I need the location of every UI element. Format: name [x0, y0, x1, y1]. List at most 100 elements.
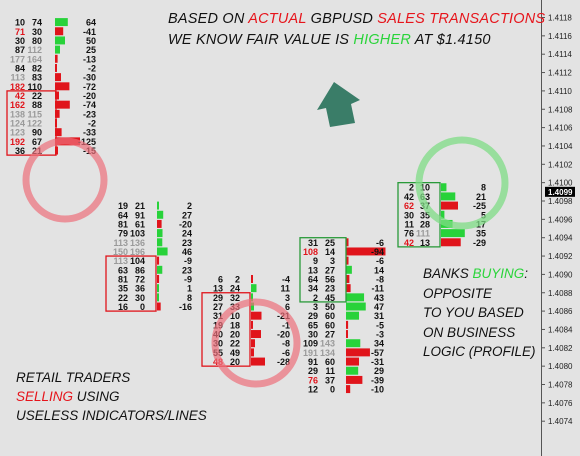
bid-volume: 76	[308, 375, 318, 385]
delta-bar	[346, 348, 370, 357]
bid-volume: 150	[113, 247, 128, 257]
price-tick-label: 1.4112	[548, 69, 572, 78]
delta-value: 47	[374, 302, 384, 312]
delta-bar	[157, 201, 159, 210]
bid-volume: 2	[409, 183, 414, 193]
bid-volume: 177	[10, 54, 25, 64]
delta-value: 46	[182, 247, 192, 257]
ask-volume: 0	[140, 302, 145, 312]
delta-value: -20	[179, 219, 192, 229]
ask-volume: 2	[235, 274, 240, 284]
ask-volume: 24	[230, 284, 240, 294]
delta-value: 35	[476, 229, 486, 239]
delta-value: 8	[187, 293, 192, 303]
price-tick-label: 1.4094	[548, 234, 573, 243]
delta-value: -29	[473, 238, 486, 248]
ask-volume: 143	[320, 339, 335, 349]
delta-value: -6	[282, 348, 290, 358]
delta-bar	[157, 275, 160, 283]
delta-value: 27	[182, 210, 192, 220]
value-area-box	[299, 237, 347, 303]
headline-actual: ACTUAL	[248, 11, 307, 27]
delta-value: -2	[88, 119, 96, 129]
delta-bar	[55, 73, 61, 82]
delta-bar	[55, 27, 64, 36]
delta-bar	[55, 36, 65, 45]
delta-value: 14	[374, 265, 384, 275]
ask-volume: 90	[32, 128, 42, 138]
ask-volume: 18	[230, 320, 240, 330]
delta-value: 23	[182, 265, 192, 275]
ask-volume: 25	[325, 238, 335, 248]
bid-volume: 79	[118, 229, 128, 239]
delta-bar	[346, 302, 366, 311]
delta-value: -8	[376, 274, 384, 284]
delta-value: -6	[376, 238, 384, 248]
bid-volume: 113	[113, 238, 128, 248]
ask-volume: 67	[32, 137, 42, 147]
bid-volume: 138	[10, 109, 25, 119]
price-tick-label: 1.4096	[548, 215, 573, 224]
delta-bar	[55, 100, 70, 109]
ask-volume: 122	[27, 119, 42, 129]
delta-value: 5	[481, 210, 486, 220]
bid-volume: 9	[313, 256, 318, 266]
bid-volume: 6	[218, 274, 223, 284]
bid-volume: 124	[10, 119, 25, 129]
bid-volume: 76	[404, 229, 414, 239]
delta-bar	[346, 247, 386, 256]
delta-value: 11	[280, 284, 290, 294]
bid-volume: 29	[308, 366, 318, 376]
delta-bar	[157, 210, 164, 219]
delta-bar	[55, 18, 68, 27]
delta-value: -33	[83, 128, 96, 138]
delta-bar	[251, 302, 254, 311]
ask-volume: 63	[420, 192, 430, 202]
bid-volume: 34	[308, 284, 318, 294]
bid-volume: 30	[308, 330, 318, 340]
delta-value: -13	[83, 54, 96, 64]
delta-value: -4	[282, 274, 290, 284]
ask-volume: 86	[135, 265, 145, 275]
bid-volume: 29	[213, 293, 223, 303]
bid-volume: 64	[118, 210, 128, 220]
ask-volume: 13	[420, 238, 430, 248]
ask-volume: 30	[32, 27, 42, 37]
bid-volume: 29	[308, 311, 318, 321]
delta-value: -3	[376, 330, 384, 340]
delta-bar	[157, 284, 159, 293]
delta-value: 50	[86, 36, 96, 46]
bid-volume: 71	[15, 27, 25, 37]
price-tick-label: 1.4098	[548, 197, 573, 206]
delta-bar	[346, 275, 350, 283]
headline-line-1: BASED ON ACTUAL GBPUSD SALES TRANSACTION…	[168, 11, 546, 27]
delta-bar	[157, 256, 160, 265]
bid-volume: 81	[118, 274, 128, 284]
bid-volume: 2	[313, 293, 318, 303]
delta-bar	[55, 82, 70, 91]
banks-annotation: BANKS BUYING: OPPOSITE TO YOU BASED ON B…	[423, 266, 536, 359]
delta-bar	[157, 293, 159, 302]
delta-bar	[157, 238, 163, 247]
ask-volume: 111	[416, 229, 430, 239]
ask-volume: 20	[230, 330, 240, 340]
bid-volume: 62	[404, 201, 414, 211]
bid-volume: 81	[118, 219, 128, 229]
delta-value: 3	[285, 293, 290, 303]
bid-volume: 27	[213, 302, 223, 312]
delta-bar	[157, 265, 163, 274]
delta-bar	[441, 183, 447, 192]
delta-bar	[157, 219, 162, 228]
delta-value: -9	[184, 256, 192, 266]
delta-value: -2	[88, 63, 96, 73]
ask-volume: 37	[325, 375, 335, 385]
current-price-marker	[545, 186, 575, 197]
delta-bar	[346, 330, 348, 339]
ask-volume: 104	[130, 256, 145, 266]
delta-value: -20	[277, 330, 290, 340]
delta-value: -39	[371, 375, 384, 385]
delta-value: 1	[187, 284, 192, 294]
bid-volume: 42	[404, 238, 414, 248]
bid-volume: 84	[15, 63, 25, 73]
